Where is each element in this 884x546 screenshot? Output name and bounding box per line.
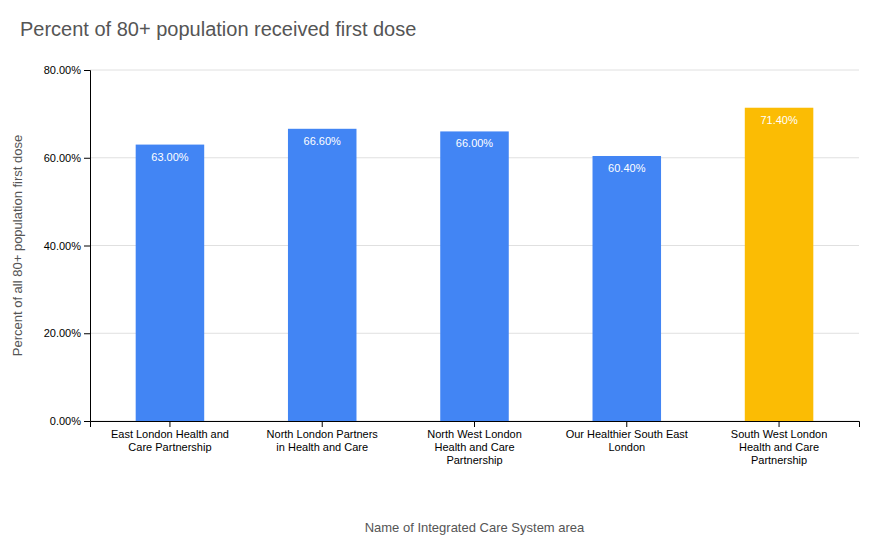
y-tick-label: 60.00% (44, 152, 82, 164)
x-tick: East London Health andCare Partnership (111, 421, 229, 453)
tick-mark (474, 421, 475, 427)
data-label: 66.00% (456, 137, 494, 149)
y-axis: 0.00% 20.00% 40.00% 60.00% 80.00% (44, 64, 91, 427)
tick-mark (84, 333, 90, 334)
y-tick: 60.00% (44, 152, 90, 164)
x-tick-label: Our Healthier South EastLondon (566, 428, 688, 453)
x-tick: North West LondonHealth and CarePartners… (427, 421, 522, 466)
tick-mark (84, 70, 90, 71)
tick-mark (322, 421, 323, 427)
tick-mark (779, 421, 780, 427)
x-tick-label: East London Health andCare Partnership (111, 428, 229, 453)
bar (288, 129, 357, 421)
x-tick: Our Healthier South EastLondon (566, 421, 688, 453)
tick-mark (84, 246, 90, 247)
bar (593, 156, 662, 421)
plot: 0.00% 20.00% 40.00% 60.00% 80.00% East London… (44, 64, 860, 466)
data-label: 71.40% (760, 114, 798, 126)
x-axis-title: Name of Integrated Care System area (365, 520, 585, 535)
y-tick: 40.00% (44, 240, 90, 252)
y-tick-label: 40.00% (44, 240, 82, 252)
data-labels: 63.00% 66.60% 66.00% 60.40% 71.40% (151, 114, 798, 174)
y-tick: 0.00% (50, 415, 90, 427)
title: Percent of 80+ population received first… (20, 18, 416, 40)
tick-mark (84, 158, 90, 159)
y-tick-label: 0.00% (50, 415, 81, 427)
bar (136, 145, 205, 421)
x-tick-label: South West LondonHealth and CarePartners… (731, 428, 827, 466)
y-tick: 20.00% (44, 327, 90, 339)
x-tick: South West LondonHealth and CarePartners… (731, 421, 827, 466)
tick-mark (169, 421, 170, 427)
y-tick-label: 20.00% (44, 327, 82, 339)
data-label: 66.60% (304, 135, 342, 147)
bar (440, 131, 509, 421)
data-label: 60.40% (608, 162, 646, 174)
data-label: 63.00% (151, 151, 189, 163)
x-tick-label: North West LondonHealth and CarePartners… (427, 428, 522, 466)
grid-line (90, 70, 859, 71)
x-axis: East London Health andCare Partnership No… (91, 421, 860, 466)
grid (90, 70, 859, 421)
axis-line (91, 422, 860, 428)
x-tick-label: North London Partnersin Health and Care (267, 428, 379, 453)
tick-mark (626, 421, 627, 427)
x-tick: North London Partnersin Health and Care (267, 421, 379, 453)
chart: 0.00% 20.00% 40.00% 60.00% 80.00% East London… (0, 0, 884, 546)
bar (745, 108, 814, 421)
y-axis-title: Percent of all 80+ population first dose (10, 135, 25, 357)
y-tick: 80.00% (44, 64, 90, 76)
bars (136, 108, 814, 421)
axis-line (84, 71, 91, 422)
y-tick-label: 80.00% (44, 64, 82, 76)
tick-mark (84, 421, 90, 422)
